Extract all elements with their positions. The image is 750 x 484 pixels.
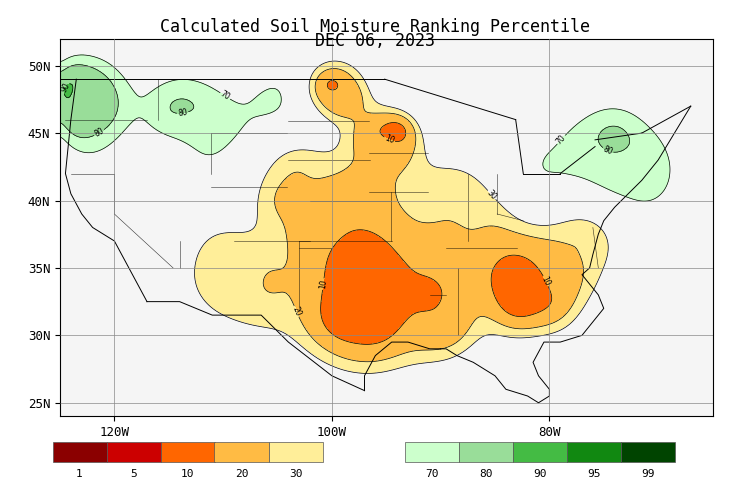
Text: 10: 10	[540, 275, 552, 287]
Text: 80: 80	[177, 108, 188, 118]
Text: 20: 20	[235, 469, 248, 479]
Text: 70: 70	[425, 469, 439, 479]
Text: DEC 06, 2023: DEC 06, 2023	[315, 32, 435, 50]
Text: 5: 5	[130, 469, 137, 479]
Text: 90: 90	[59, 81, 72, 94]
Text: 90: 90	[533, 469, 547, 479]
Text: 10: 10	[181, 469, 194, 479]
Text: 80: 80	[93, 126, 106, 139]
Text: 70: 70	[219, 90, 232, 103]
Text: 30: 30	[485, 188, 498, 201]
Text: 80: 80	[479, 469, 493, 479]
Text: 10: 10	[318, 279, 328, 289]
Text: 1: 1	[76, 469, 83, 479]
Text: 20: 20	[290, 305, 302, 318]
Text: 70: 70	[555, 133, 568, 146]
Text: 99: 99	[641, 469, 655, 479]
Text: 95: 95	[587, 469, 601, 479]
Text: 80: 80	[602, 145, 614, 157]
Text: 10: 10	[383, 134, 396, 146]
Text: Calculated Soil Moisture Ranking Percentile: Calculated Soil Moisture Ranking Percent…	[160, 17, 590, 36]
Text: 30: 30	[289, 469, 302, 479]
